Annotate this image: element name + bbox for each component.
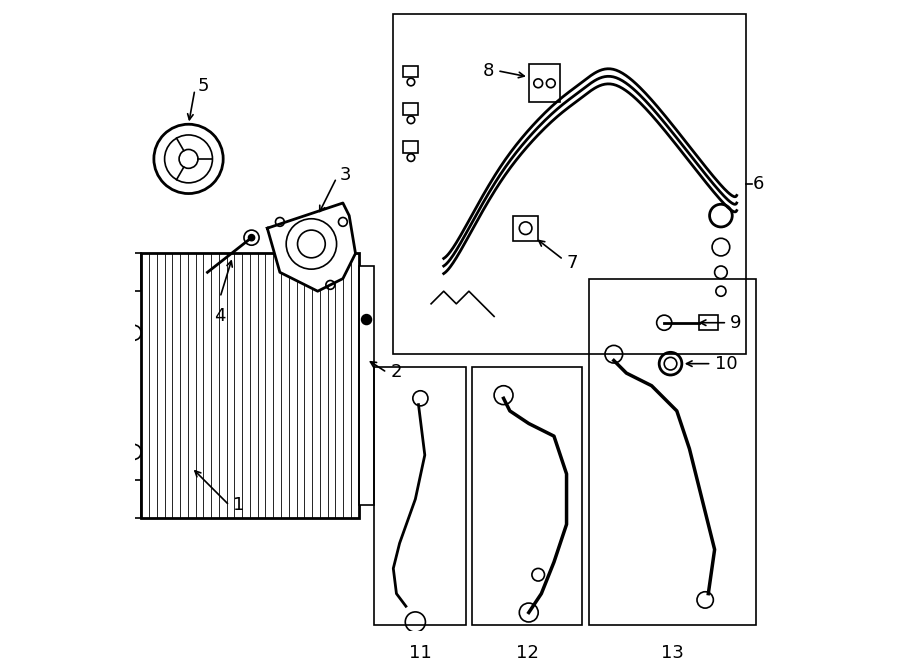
Text: 5: 5 [198, 77, 210, 95]
Polygon shape [267, 203, 356, 292]
Bar [472, 367, 582, 625]
Text: 12: 12 [516, 644, 538, 661]
Bar [699, 315, 718, 330]
Text: 13: 13 [661, 644, 683, 661]
Text: 2: 2 [390, 364, 401, 381]
Circle shape [248, 235, 255, 241]
Text: 8: 8 [482, 61, 494, 80]
Text: 4: 4 [214, 307, 226, 325]
Bar [402, 141, 418, 153]
Bar [393, 14, 746, 354]
Bar [513, 215, 538, 241]
Text: 11: 11 [409, 644, 431, 661]
Bar [125, 481, 141, 518]
Text: 10: 10 [715, 355, 737, 373]
Text: 9: 9 [731, 314, 742, 332]
Bar [358, 266, 374, 506]
Bar [374, 367, 466, 625]
Bar [125, 253, 141, 292]
Bar [529, 64, 561, 102]
Bar [402, 65, 418, 77]
Bar [402, 104, 418, 115]
Text: 3: 3 [339, 166, 351, 184]
Text: 6: 6 [752, 175, 764, 193]
Bar [141, 253, 358, 518]
Circle shape [362, 315, 372, 325]
Text: 1: 1 [232, 496, 244, 514]
Bar [589, 278, 756, 625]
Text: 7: 7 [567, 254, 578, 272]
